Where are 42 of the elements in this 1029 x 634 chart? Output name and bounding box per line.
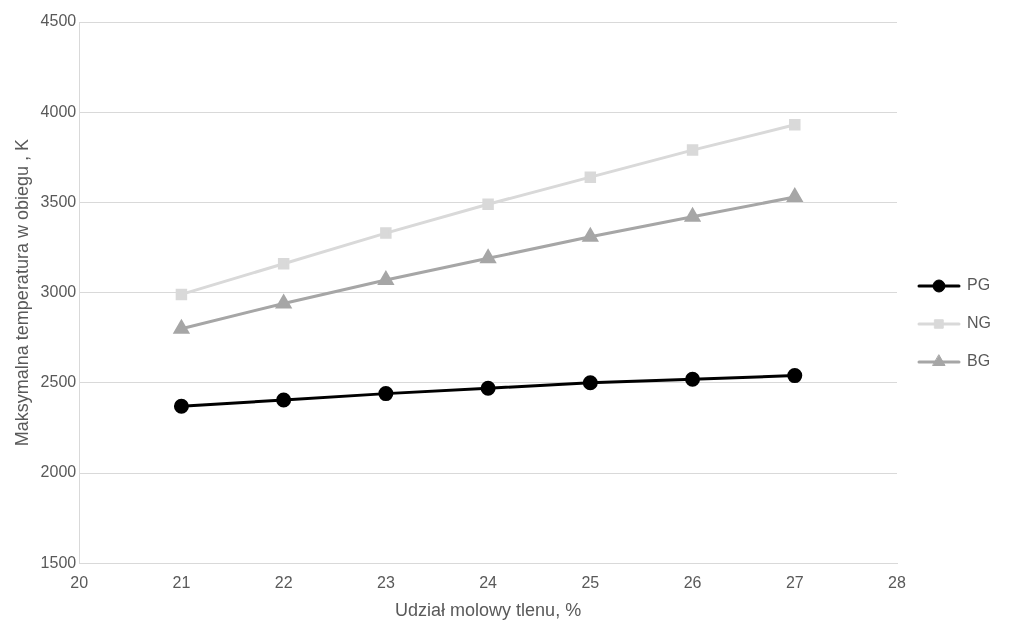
y-tick-label: 4000 (40, 102, 77, 120)
point (480, 380, 496, 396)
point (276, 392, 292, 408)
x-tick-label: 21 (172, 574, 191, 592)
x-tick-label: 28 (888, 574, 906, 592)
point (684, 208, 701, 222)
y-tick-label: 3500 (40, 192, 77, 210)
y-axis-title: Maksymalna temperatura w obiegu , K (11, 139, 32, 447)
point (685, 371, 701, 387)
point (173, 320, 189, 334)
x-tick-label: 20 (70, 574, 89, 592)
x-tick-label: 25 (581, 574, 600, 592)
y-tick-label: 2000 (40, 463, 77, 481)
point (582, 228, 598, 242)
x-tick-label: 23 (376, 574, 395, 592)
point (787, 368, 803, 384)
point (480, 249, 496, 264)
point (582, 375, 598, 391)
point (584, 171, 597, 183)
point (789, 119, 801, 131)
legend-label: BG (967, 352, 991, 370)
y-tick-label: 2500 (40, 373, 77, 391)
legend-label: NG (967, 314, 991, 332)
x-tick-label: 24 (479, 574, 498, 592)
point (482, 198, 494, 210)
legend-label: PG (967, 276, 991, 294)
point (378, 386, 394, 402)
point (175, 288, 188, 301)
point (378, 271, 394, 285)
point (686, 144, 699, 156)
point (277, 257, 290, 270)
x-tick-label: 27 (785, 574, 804, 592)
x-tick-label: 22 (274, 574, 293, 592)
point (787, 188, 803, 202)
x-tick-label: 26 (683, 574, 702, 592)
point (380, 227, 392, 239)
y-tick-label: 1500 (40, 553, 77, 571)
point (276, 294, 292, 309)
x-axis-title: Udział molowy tlenu, % (395, 600, 582, 621)
y-tick-label: 4500 (40, 12, 77, 30)
point (173, 398, 189, 414)
y-tick-label: 3000 (40, 283, 77, 301)
